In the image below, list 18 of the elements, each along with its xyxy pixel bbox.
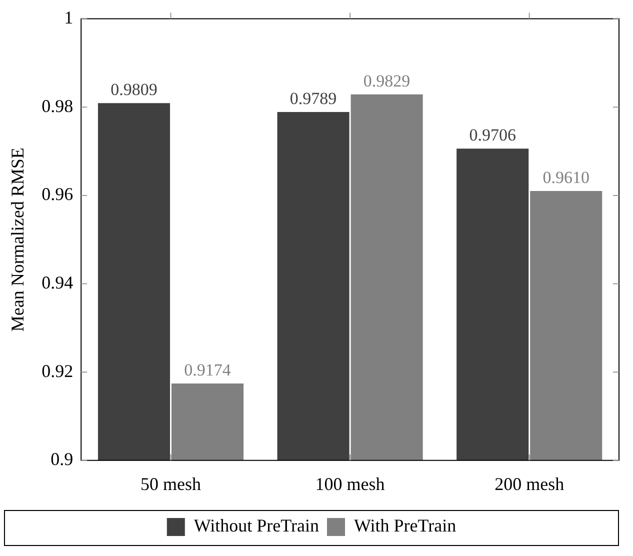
y-tick-label: 0.9: [50, 449, 74, 470]
x-tick-label: 200 mesh: [494, 474, 564, 494]
data-label: 0.9809: [110, 80, 158, 100]
data-label: 0.9829: [363, 71, 410, 90]
x-tick-label: 100 mesh: [315, 474, 385, 494]
y-tick-label: 0.92: [42, 360, 74, 381]
data-label: 0.9706: [469, 126, 516, 145]
x-tick-label: 50 mesh: [140, 474, 201, 494]
legend-label: Without PreTrain: [194, 516, 320, 536]
data-label: 0.9789: [290, 88, 337, 108]
y-axis-title: Mean Normalized RMSE: [8, 148, 28, 332]
y-tick-label: 0.94: [42, 272, 74, 292]
y-tick-label: 1: [64, 8, 74, 28]
data-label: 0.9610: [542, 168, 590, 187]
data-label: 0.9174: [184, 360, 232, 380]
y-tick-label: 0.96: [42, 184, 74, 204]
y-tick-label: 0.98: [42, 96, 74, 116]
legend-label: With PreTrain: [354, 516, 456, 536]
